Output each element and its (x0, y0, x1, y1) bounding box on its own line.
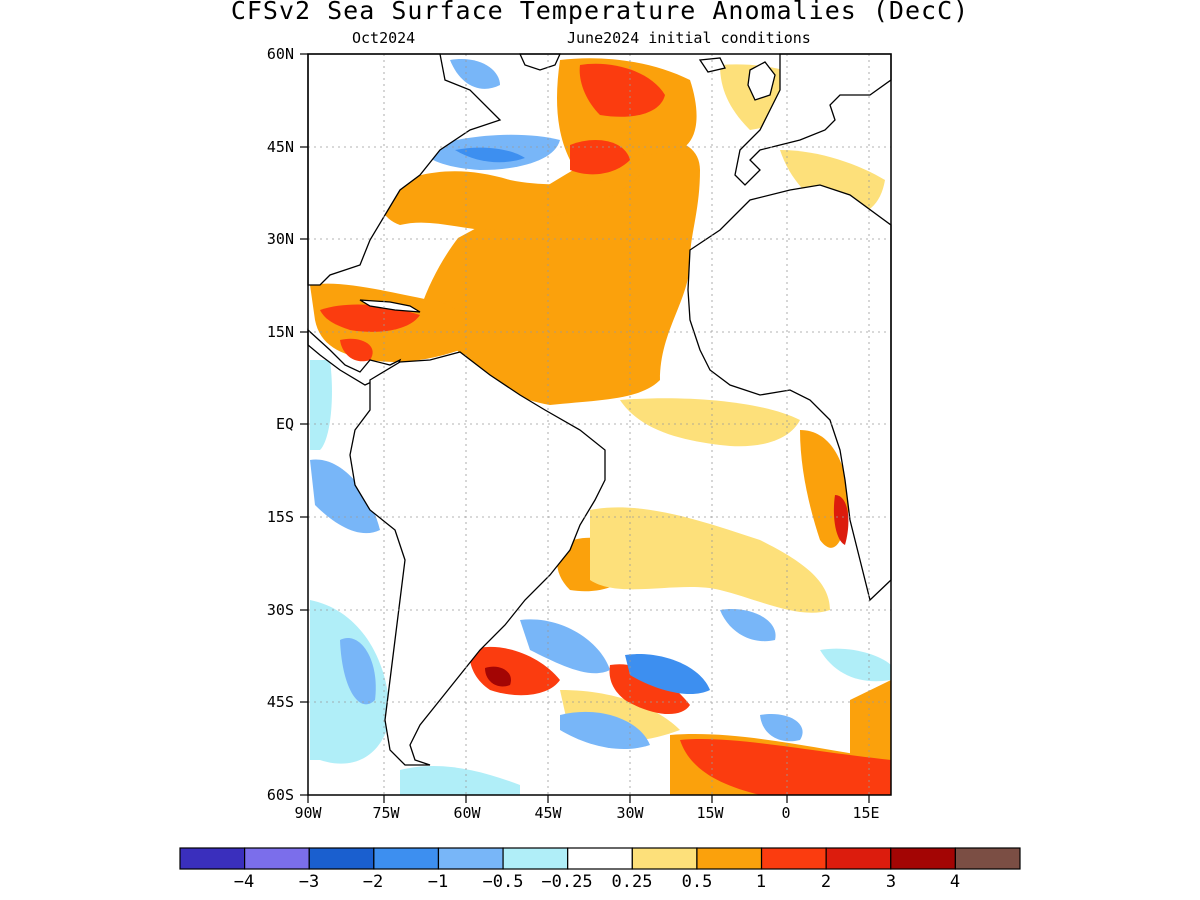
colorbar-swatch (244, 847, 310, 870)
lat-label-30s: 30S (266, 601, 294, 619)
colorbar-swatch (631, 847, 698, 870)
colorbar (179, 847, 1021, 870)
lat-label-60s: 60S (266, 786, 294, 804)
colorbar-label: 4 (949, 872, 961, 892)
colorbar-swatch (890, 847, 956, 870)
colorbar-swatch (954, 847, 1021, 870)
colorbar-label: 3 (885, 872, 897, 892)
lat-label-15n: 15N (266, 323, 294, 341)
lon-label-75w: 75W (372, 804, 400, 822)
colorbar-swatch (502, 847, 569, 870)
lat-label-30n: 30N (266, 230, 294, 248)
lat-label-45n: 45N (266, 138, 294, 156)
colorbar-swatch (179, 847, 246, 870)
colorbar-label: −4 (233, 872, 255, 892)
colorbar-swatch (760, 847, 827, 870)
lon-label-45w: 45W (534, 804, 562, 822)
lon-label-60w: 60W (453, 804, 481, 822)
target-month-label: Oct2024 (352, 29, 416, 47)
lat-label-60n: 60N (266, 45, 294, 63)
map-title: CFSv2 Sea Surface Temperature Anomalies … (230, 0, 970, 25)
colorbar-swatch (373, 847, 440, 870)
colorbar-label: 0.5 (681, 872, 713, 892)
lon-label-15e: 15E (852, 804, 880, 822)
coastlines (307, 53, 892, 766)
colorbar-swatch (696, 847, 763, 870)
colorbar-label: 2 (820, 872, 832, 892)
colorbar-swatch (825, 847, 892, 870)
colorbar-label: −0.5 (482, 872, 524, 892)
colorbar-label: −0.25 (541, 872, 593, 892)
colorbar-label: 1 (755, 872, 767, 892)
initial-conditions-label: June2024 initial conditions (567, 29, 811, 47)
lat-label-45s: 45S (266, 693, 294, 711)
lon-label-15w: 15W (696, 804, 724, 822)
graticule (308, 54, 891, 795)
lat-label-15s: 15S (266, 508, 294, 526)
lon-label-90w: 90W (294, 804, 322, 822)
colorbar-label: −1 (427, 872, 449, 892)
colorbar-swatch (308, 847, 375, 870)
colorbar-swatch (567, 847, 633, 870)
lon-label-30w: 30W (616, 804, 644, 822)
lat-label-eq: EQ (275, 415, 294, 433)
lon-label-0: 0 (781, 804, 791, 822)
colorbar-swatch (437, 847, 504, 870)
axis-ticks (300, 53, 870, 803)
colorbar-label: −3 (298, 872, 320, 892)
colorbar-label: 0.25 (611, 872, 653, 892)
colorbar-label: −2 (362, 872, 384, 892)
